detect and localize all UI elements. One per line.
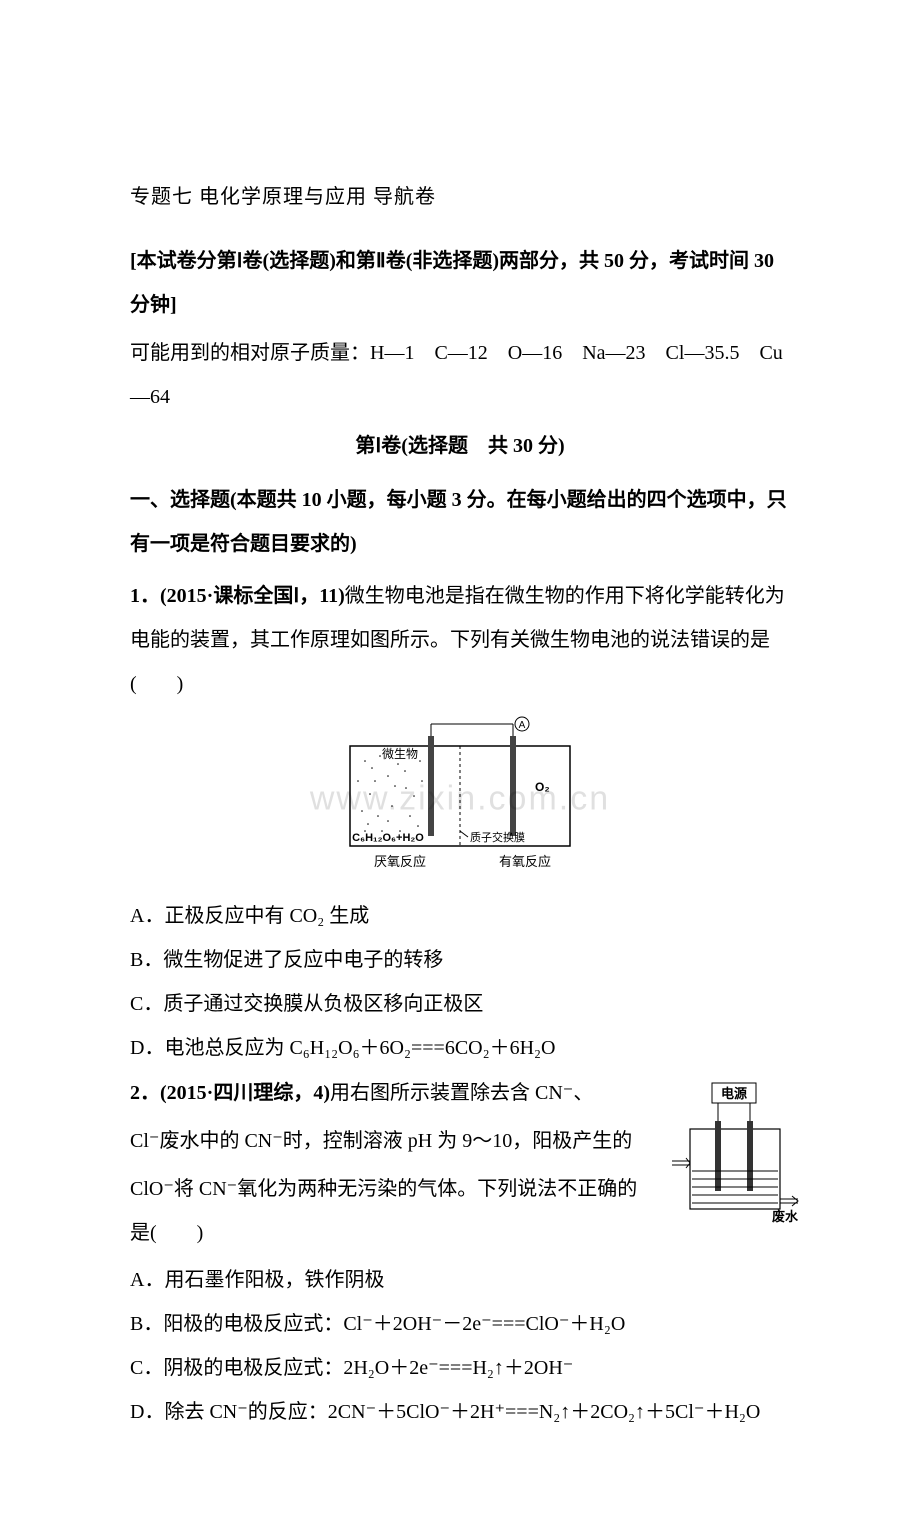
left-caption: 厌氧反应 — [374, 854, 426, 869]
electrolysis-diagram: 电源 — [660, 1081, 800, 1231]
q1-stem: 1．(2015·课标全国Ⅰ，11)微生物电池是指在微生物的作用下将化学能转化为电… — [130, 574, 790, 706]
membrane-label: 质子交换膜 — [470, 830, 525, 844]
q2-stem-prefix: 2．(2015·四川理综，4) — [130, 1082, 330, 1104]
o2-label: O₂ — [535, 780, 550, 794]
q1-option-a: A．正极反应中有 CO₂ 生成 — [130, 895, 790, 937]
section-heading: 第Ⅰ卷(选择题 共 30 分) — [130, 429, 790, 458]
q1-stem-prefix: 1．(2015·课标全国Ⅰ，11) — [130, 585, 345, 607]
topic-title: 专题七 电化学原理与应用 导航卷 — [130, 180, 790, 209]
microbe-label: 微生物 — [382, 747, 418, 761]
q2-option-d: D．除去 CN⁻的反应：2CN⁻＋5ClO⁻＋2H⁺===N₂↑＋2CO₂↑＋5… — [130, 1391, 790, 1433]
page: 专题七 电化学原理与应用 导航卷 [本试卷分第Ⅰ卷(选择题)和第Ⅱ卷(非选择题)… — [0, 0, 920, 1535]
q2-block: 2．(2015·四川理综，4)用右图所示装置除去含 CN⁻、 Cl⁻废水中的 C… — [130, 1071, 790, 1255]
q2-stem-line2: Cl⁻废水中的 CN⁻时，控制溶液 pH 为 9～10，阳极产生的 — [130, 1119, 640, 1163]
q2-option-b: B．阳极的电极反应式：Cl⁻＋2OH⁻－2e⁻===ClO⁻＋H₂O — [130, 1303, 790, 1345]
section-instruction: 一、选择题(本题共 10 小题，每小题 3 分。在每小题给出的四个选项中，只有一… — [130, 478, 790, 566]
q2-option-a: A．用石墨作阳极，铁作阴极 — [130, 1259, 790, 1301]
left-formula-label: C₆H₁₂O₆+H₂O — [352, 832, 424, 844]
q1-option-d: D．电池总反应为 C₆H₁₂O₆＋6O₂===6CO₂＋6H₂O — [130, 1027, 790, 1069]
exam-intro: [本试卷分第Ⅰ卷(选择题)和第Ⅱ卷(非选择题)两部分，共 50 分，考试时间 3… — [130, 239, 790, 327]
microbial-cell-diagram: A 微生物 O₂ C₆H₁₂O₆+H₂O 质子交换膜 厌氧反应 有氧反应 — [310, 716, 610, 876]
ammeter-label: A — [519, 720, 526, 731]
q2-stem-body1: 用右图所示装置除去含 CN⁻、 — [330, 1082, 593, 1104]
right-caption: 有氧反应 — [499, 854, 551, 869]
q1-option-b: B．微生物促进了反应中电子的转移 — [130, 939, 790, 981]
q2-option-c: C．阴极的电极反应式：2H₂O＋2e⁻===H₂↑＋2OH⁻ — [130, 1347, 790, 1389]
waste-label: 废水 — [772, 1209, 799, 1224]
q1-figure: www.zixin.com.cn A — [130, 716, 790, 881]
power-label: 电源 — [721, 1086, 747, 1101]
q2-stem-line3: ClO⁻将 CN⁻氧化为两种无污染的气体。下列说法不正确的是( ) — [130, 1167, 640, 1255]
q2-stem-line1: 2．(2015·四川理综，4)用右图所示装置除去含 CN⁻、 — [130, 1071, 640, 1115]
q1-option-c: C．质子通过交换膜从负极区移向正极区 — [130, 983, 790, 1025]
q2-figure: 电源 — [660, 1081, 800, 1236]
atomic-mass-line: 可能用到的相对原子质量：H—1 C—12 O—16 Na—23 Cl—35.5 … — [130, 331, 790, 419]
